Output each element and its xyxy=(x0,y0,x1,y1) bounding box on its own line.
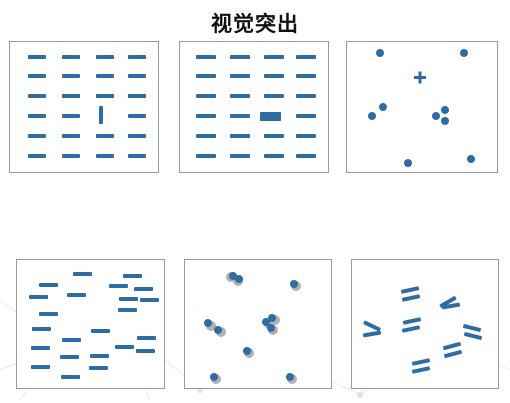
panel-size-popout xyxy=(179,41,329,173)
slanted-dashes-svg xyxy=(362,286,483,374)
shaded-dots-svg xyxy=(204,272,301,384)
plus-sign-target xyxy=(414,71,426,84)
wide-bar-target xyxy=(260,112,281,121)
orientation-svg xyxy=(28,55,146,158)
panel-shape-popout xyxy=(346,41,498,173)
panel-irregular-dashes xyxy=(16,259,165,389)
vertical-bar-target xyxy=(99,106,103,124)
size-svg xyxy=(196,55,316,158)
shape-svg xyxy=(368,49,475,167)
panel-shaded-dots xyxy=(184,259,332,389)
page-title: 视觉突出 xyxy=(211,12,299,36)
panel-slanted-dashes xyxy=(351,259,499,389)
irregular-dashes-svg xyxy=(29,272,159,379)
panel-orientation-popout xyxy=(9,41,159,173)
